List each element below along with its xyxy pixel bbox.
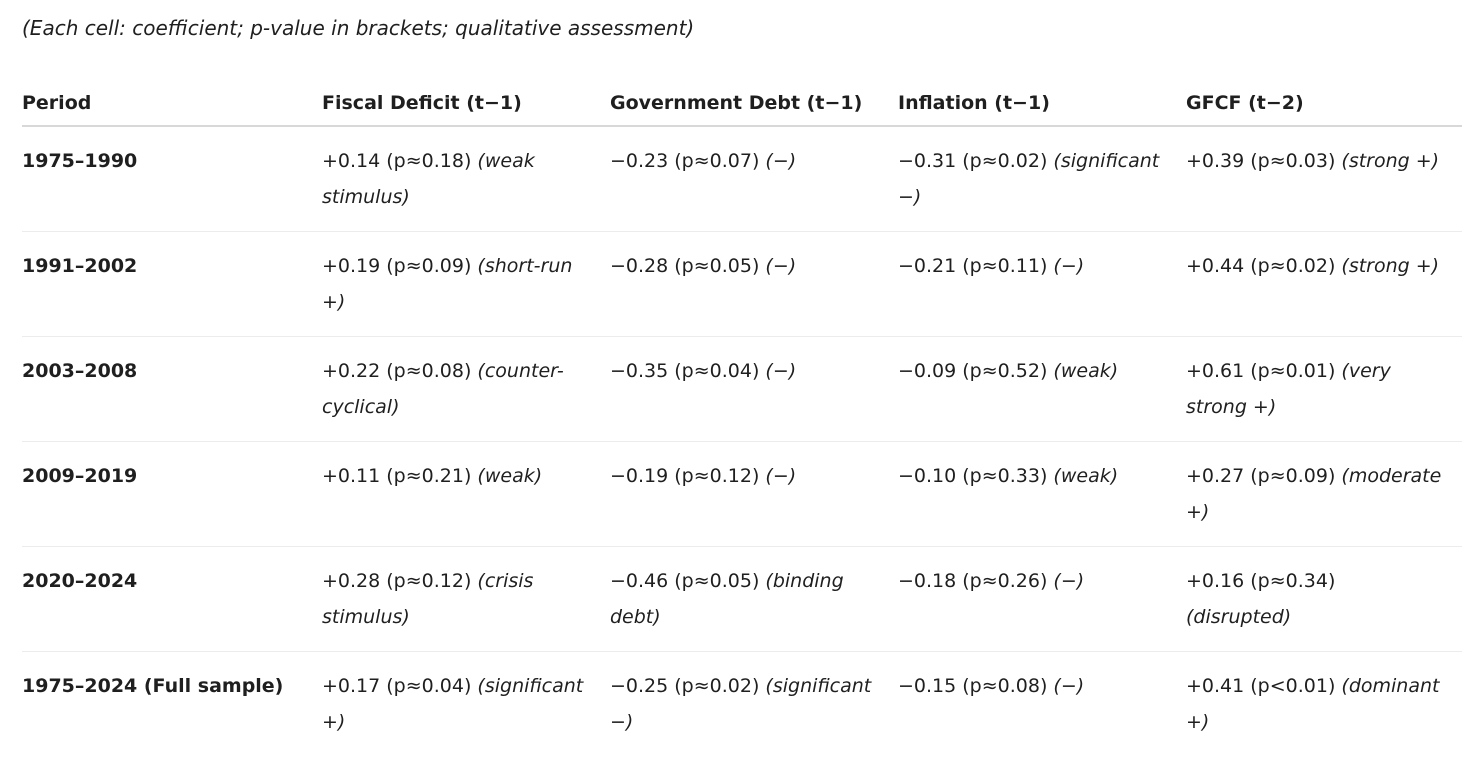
table-row: 2020–2024 +0.28 (p≈0.12) (crisis stimulus…	[22, 546, 1462, 652]
table-body: 1975–1990 +0.14 (p≈0.18) (weak stimulus) −…	[22, 126, 1462, 756]
table-row: 1975–1990 +0.14 (p≈0.18) (weak stimulus) −…	[22, 126, 1462, 232]
data-cell: +0.44 (p≈0.02) (strong +)	[1186, 231, 1462, 337]
data-cell: −0.21 (p≈0.11) (−)	[898, 231, 1186, 337]
coefficient: −0.10 (p≈0.33)	[898, 465, 1048, 487]
coefficient: −0.18 (p≈0.26)	[898, 570, 1048, 592]
assessment: (disrupted)	[1186, 606, 1292, 628]
column-header: Government Debt (t−1)	[610, 60, 898, 127]
assessment: (strong +)	[1341, 150, 1440, 172]
assessment: (counter-cyclical)	[322, 360, 564, 418]
assessment: (−)	[765, 360, 797, 382]
table-row: 2009–2019 +0.11 (p≈0.21) (weak) −0.19 (p≈0…	[22, 441, 1462, 547]
assessment: (weak stimulus)	[322, 150, 535, 208]
coefficient: +0.22 (p≈0.08)	[322, 360, 472, 382]
coefficient: −0.35 (p≈0.04)	[610, 360, 760, 382]
data-cell: +0.17 (p≈0.04) (significant +)	[322, 652, 610, 757]
column-header: Inflation (t−1)	[898, 60, 1186, 127]
data-cell: −0.19 (p≈0.12) (−)	[610, 441, 898, 547]
column-header: Fiscal Deficit (t−1)	[322, 60, 610, 127]
coefficient: +0.17 (p≈0.04)	[322, 675, 472, 697]
data-cell: +0.39 (p≈0.03) (strong +)	[1186, 126, 1462, 232]
period-cell: 2020–2024	[22, 546, 322, 652]
data-cell: −0.25 (p≈0.02) (significant −)	[610, 652, 898, 757]
data-cell: −0.35 (p≈0.04) (−)	[610, 336, 898, 442]
assessment: (dominant +)	[1186, 675, 1440, 733]
assessment: (−)	[765, 465, 797, 487]
assessment: (−)	[765, 255, 797, 277]
period-cell: 2009–2019	[22, 441, 322, 547]
table-row: 2003–2008 +0.22 (p≈0.08) (counter-cyclica…	[22, 336, 1462, 442]
assessment: (binding debt)	[610, 570, 844, 628]
table-row: 1991–2002 +0.19 (p≈0.09) (short-run +) −0.…	[22, 231, 1462, 337]
coefficient: −0.31 (p≈0.02)	[898, 150, 1048, 172]
column-header: GFCF (t−2)	[1186, 60, 1462, 127]
coefficient: +0.41 (p<0.01)	[1186, 675, 1336, 697]
column-header: Period	[22, 60, 322, 127]
coefficient: −0.28 (p≈0.05)	[610, 255, 760, 277]
coefficient: −0.15 (p≈0.08)	[898, 675, 1048, 697]
coefficient: −0.25 (p≈0.02)	[610, 675, 760, 697]
data-cell: +0.27 (p≈0.09) (moderate +)	[1186, 441, 1462, 547]
coefficient: +0.39 (p≈0.03)	[1186, 150, 1336, 172]
coefficient: +0.19 (p≈0.09)	[322, 255, 472, 277]
assessment: (significant −)	[898, 150, 1160, 208]
assessment: (moderate +)	[1186, 465, 1442, 523]
data-cell: −0.15 (p≈0.08) (−)	[898, 652, 1186, 757]
data-cell: −0.23 (p≈0.07) (−)	[610, 126, 898, 232]
data-cell: −0.31 (p≈0.02) (significant −)	[898, 126, 1186, 232]
period-cell: 1975–2024 (Full sample)	[22, 675, 284, 697]
coefficient: −0.09 (p≈0.52)	[898, 360, 1048, 382]
assessment: (weak)	[1053, 465, 1119, 487]
assessment: (−)	[1053, 675, 1085, 697]
data-cell: +0.28 (p≈0.12) (crisis stimulus)	[322, 546, 610, 652]
coefficient: +0.11 (p≈0.21)	[322, 465, 472, 487]
assessment: (short-run +)	[322, 255, 573, 313]
data-cell: −0.09 (p≈0.52) (weak)	[898, 336, 1186, 442]
period-cell: 2003–2008	[22, 336, 322, 442]
table-row: 1975–2024 (Full sample) +0.17 (p≈0.04) (s…	[22, 652, 1462, 757]
data-cell: −0.46 (p≈0.05) (binding debt)	[610, 546, 898, 652]
assessment: (weak)	[1053, 360, 1119, 382]
data-cell: +0.61 (p≈0.01) (very strong +)	[1186, 336, 1462, 442]
coefficient: −0.19 (p≈0.12)	[610, 465, 760, 487]
coefficient: −0.46 (p≈0.05)	[610, 570, 760, 592]
assessment: (strong +)	[1341, 255, 1440, 277]
data-cell: +0.14 (p≈0.18) (weak stimulus)	[322, 126, 610, 232]
header-row: Period Fiscal Deficit (t−1) Government Deb…	[22, 60, 1462, 127]
coefficient: +0.27 (p≈0.09)	[1186, 465, 1336, 487]
data-cell: −0.10 (p≈0.33) (weak)	[898, 441, 1186, 547]
coefficient: −0.23 (p≈0.07)	[610, 150, 760, 172]
data-cell: −0.18 (p≈0.26) (−)	[898, 546, 1186, 652]
coefficient: +0.28 (p≈0.12)	[322, 570, 472, 592]
coefficient: +0.44 (p≈0.02)	[1186, 255, 1336, 277]
assessment: (significant +)	[322, 675, 584, 733]
note: (Each cell: coefficient; p-value in brac…	[22, 16, 695, 40]
data-cell: +0.41 (p<0.01) (dominant +)	[1186, 652, 1462, 757]
coefficient: +0.14 (p≈0.18)	[322, 150, 472, 172]
assessment: (weak)	[477, 465, 543, 487]
data-cell: −0.28 (p≈0.05) (−)	[610, 231, 898, 337]
assessment: (−)	[765, 150, 797, 172]
data-cell: +0.19 (p≈0.09) (short-run +)	[322, 231, 610, 337]
assessment: (very strong +)	[1186, 360, 1391, 418]
assessment: (−)	[1053, 570, 1085, 592]
coefficient: −0.21 (p≈0.11)	[898, 255, 1048, 277]
assessment: (−)	[1053, 255, 1085, 277]
period-cell: 1991–2002	[22, 231, 322, 337]
coefficient: +0.61 (p≈0.01)	[1186, 360, 1336, 382]
coefficient: +0.16 (p≈0.34)	[1186, 570, 1336, 592]
period-cell: 1975–1990	[22, 126, 322, 232]
data-cell: +0.11 (p≈0.21) (weak)	[322, 441, 610, 547]
data-cell: +0.22 (p≈0.08) (counter-cyclical)	[322, 336, 610, 442]
data-cell: +0.16 (p≈0.34) (disrupted)	[1186, 546, 1462, 652]
table: Period Fiscal Deficit (t−1) Government Deb…	[22, 60, 1462, 756]
assessment: (crisis stimulus)	[322, 570, 534, 628]
assessment: (significant −)	[610, 675, 872, 733]
